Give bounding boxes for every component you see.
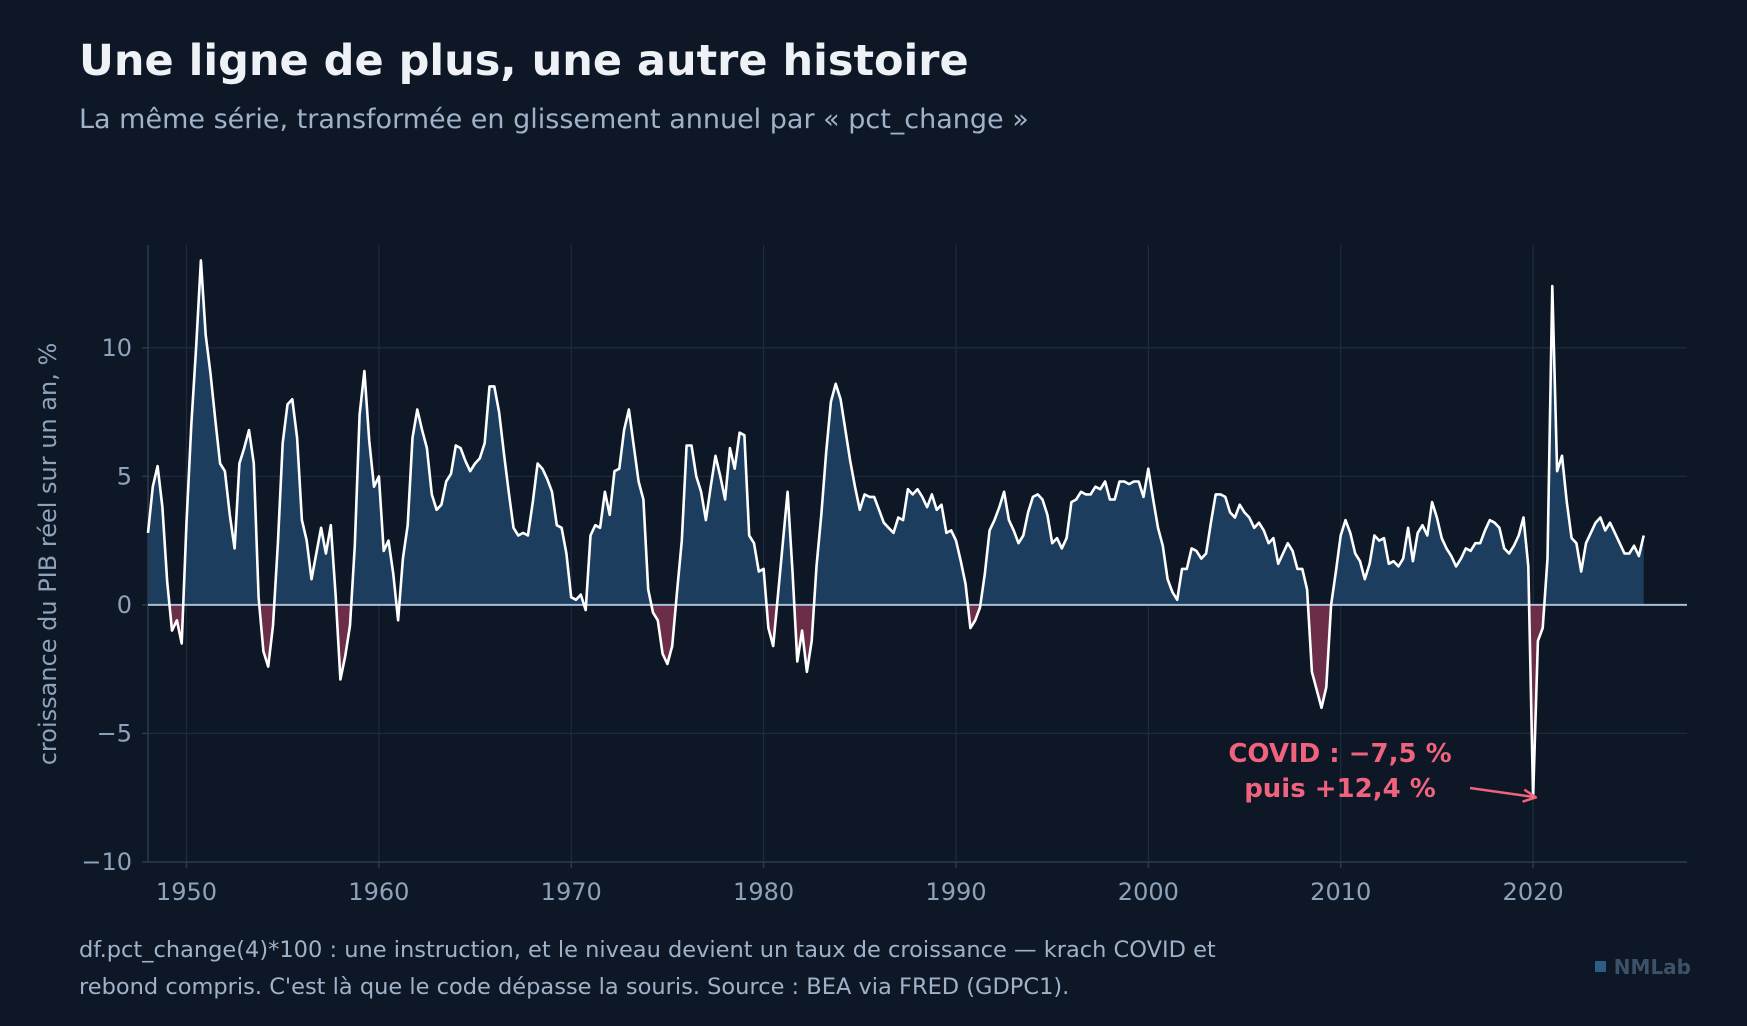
brand-logo-icon (1594, 961, 1606, 972)
gdp-growth-line (146, 259, 1645, 799)
caption: df.pct_change(4)*100 : une instruction, … (79, 932, 1409, 1006)
x-tick-label: 1990 (925, 878, 986, 906)
y-tick-label: 10 (101, 334, 132, 362)
x-tick-label: 1980 (733, 878, 794, 906)
y-axis-label: croissance du PIB réel sur un an, % (34, 343, 62, 766)
annotation-arrow-line (1469, 786, 1533, 798)
series-line-layer (146, 259, 1645, 799)
x-tick-label: 2020 (1503, 878, 1564, 906)
brand-mark: NMLab (1594, 955, 1691, 979)
y-tick-label: 5 (117, 462, 132, 490)
chart-title: Une ligne de plus, une autre histoire (79, 36, 969, 86)
x-tick-label: 2000 (1118, 878, 1179, 906)
annotation-line-1: COVID : −7,5 % (1228, 739, 1451, 769)
x-tick-label: 2010 (1310, 878, 1371, 906)
y-axis-ticks: 10 5 0 −5 −10 (81, 334, 148, 876)
brand-name: NMLab (1613, 955, 1691, 979)
x-tick-label: 1960 (348, 878, 409, 906)
caption-line-2: rebond compris. C'est là que le code dép… (79, 974, 1070, 1000)
covid-annotation: COVID : −7,5 % puis +12,4 % (1228, 739, 1538, 804)
annotation-line-2: puis +12,4 % (1244, 774, 1436, 804)
y-tick-label: −10 (81, 848, 132, 876)
y-tick-label: 0 (117, 591, 132, 619)
positive-area (148, 260, 1644, 605)
x-tick-label: 1950 (156, 878, 217, 906)
chart-subtitle: La même série, transformée en glissement… (79, 104, 1029, 135)
annotation-arrow-head (1522, 788, 1538, 803)
area-fill (148, 260, 1644, 798)
x-axis-ticks: 1950 1960 1970 1980 1990 2000 2010 2020 (156, 862, 1564, 906)
caption-line-1: df.pct_change(4)*100 : une instruction, … (79, 937, 1216, 963)
y-tick-label: −5 (97, 719, 132, 747)
x-tick-label: 1970 (541, 878, 602, 906)
